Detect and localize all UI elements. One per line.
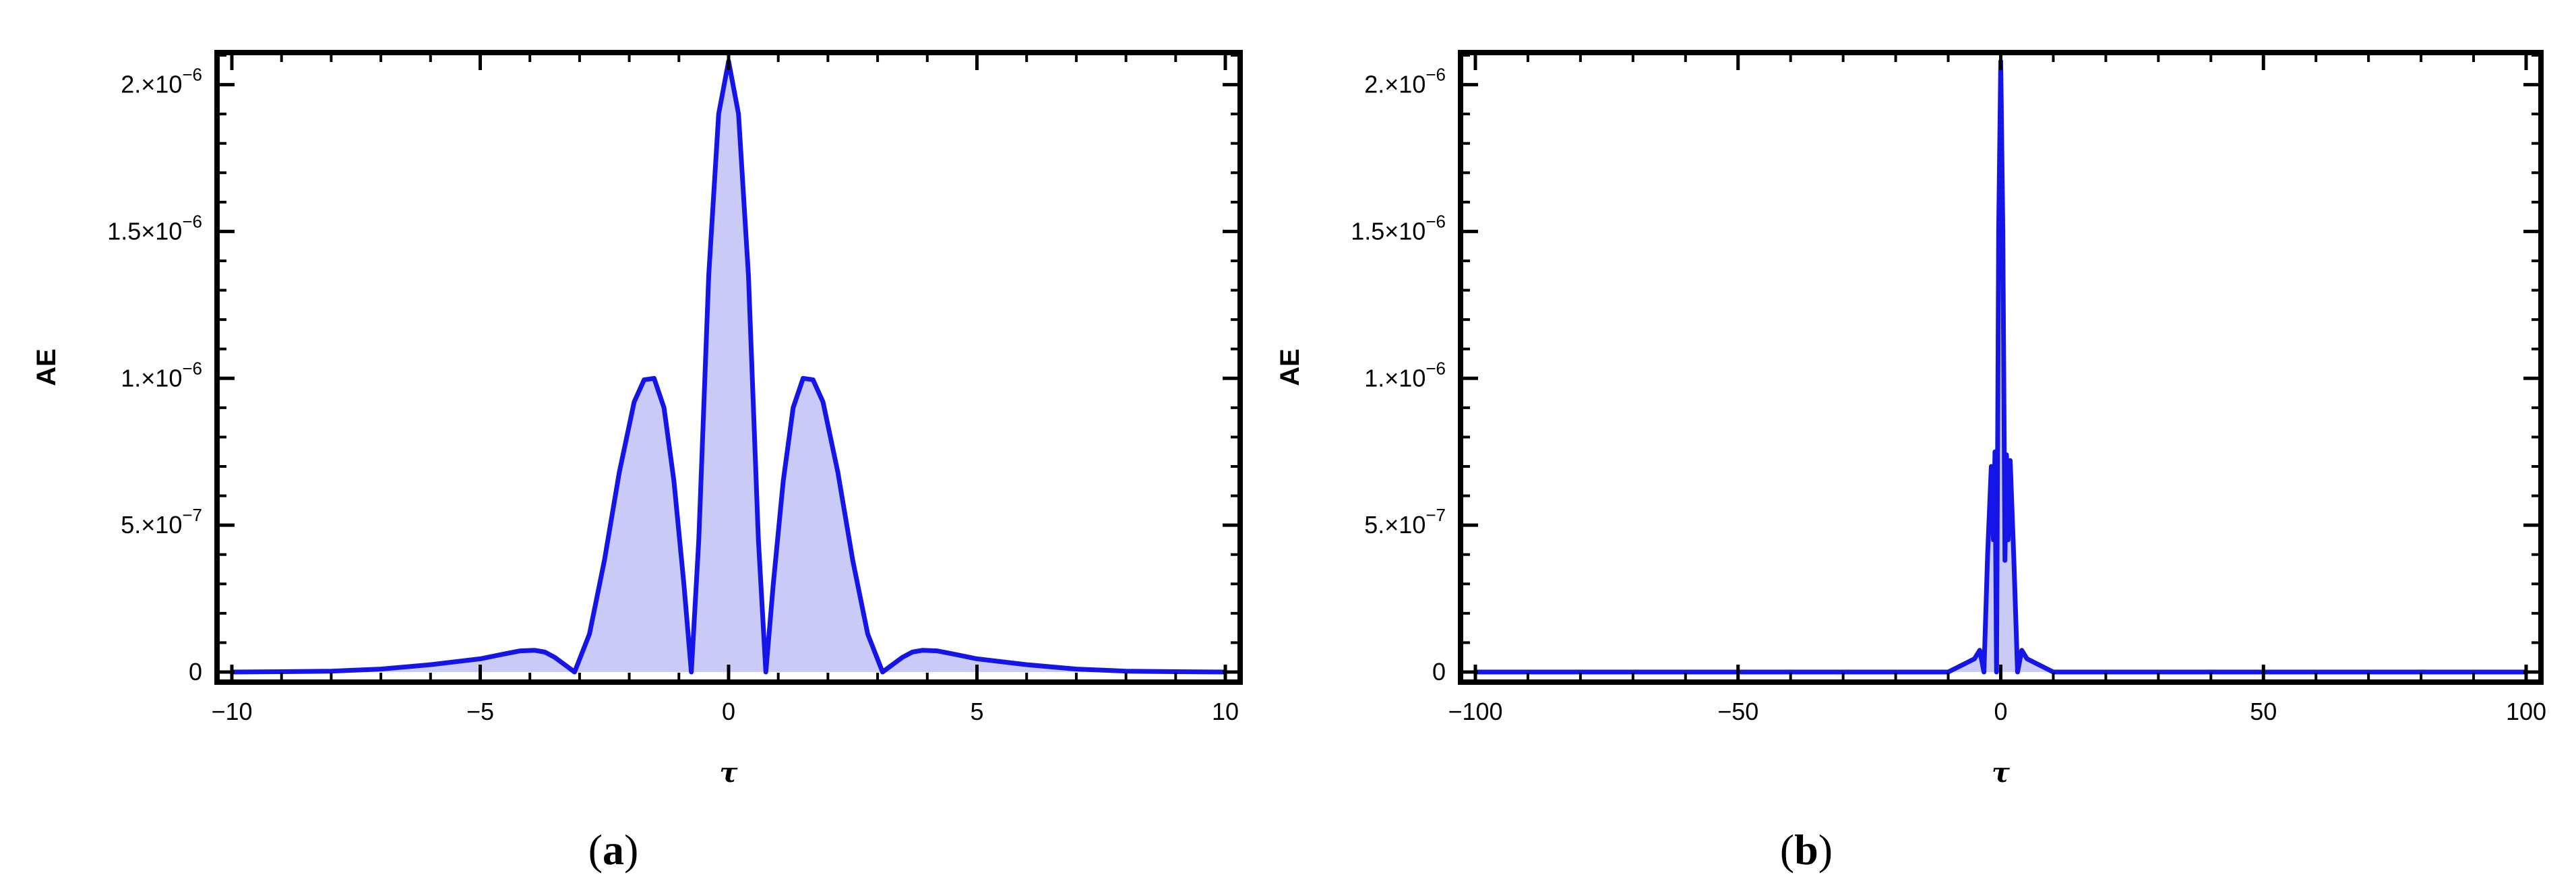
y-tick-label: 0 (189, 658, 202, 686)
caption-paren-close: ) (1818, 826, 1833, 874)
y-tick-mantissa: 0 (1432, 658, 1446, 686)
series-fill (1475, 61, 2526, 672)
y-tick-label: 5.×10−7 (121, 505, 202, 539)
x-tick-label: 100 (2506, 698, 2546, 725)
x-tick-label: 0 (722, 698, 735, 725)
y-tick-exponent: −6 (182, 65, 202, 85)
x-axis-title: τ (720, 757, 738, 789)
y-axis-title: AE (1275, 348, 1305, 386)
x-axis-title: τ (1992, 757, 2010, 789)
y-tick-mantissa: 1.×10 (121, 364, 182, 392)
y-tick-mantissa: 0 (189, 658, 202, 686)
y-tick-mantissa: 2.×10 (1364, 71, 1425, 98)
y-tick-exponent: −7 (1425, 505, 1446, 525)
caption-paren-open: ( (1780, 826, 1794, 874)
y-tick-mantissa: 1.5×10 (107, 217, 182, 245)
y-tick-label: 2.×10−6 (1364, 65, 1446, 98)
panel-b: −100 −50 0 50 10005.×10−71.×10−61.5×10−62.×1… (1275, 50, 2546, 874)
caption-letter: b (1794, 826, 1818, 874)
panel-a: −10 −5 0 5 1005.×10−71.×10−61.5×10−62.×10−6τ… (32, 50, 1243, 874)
y-tick-exponent: −6 (182, 211, 202, 231)
y-tick-mantissa: 1.5×10 (1351, 217, 1425, 245)
x-tick-label: 10 (1212, 698, 1239, 725)
y-tick-label: 1.5×10−6 (1351, 211, 1446, 245)
caption-letter: a (603, 826, 624, 874)
y-tick-label: 2.×10−6 (121, 65, 202, 98)
y-tick-mantissa: 2.×10 (121, 71, 182, 98)
y-tick-label: 0 (1432, 658, 1446, 686)
x-tick-label: −100 (1448, 698, 1502, 725)
x-tick-label: −50 (1717, 698, 1758, 725)
caption-paren-close: ) (624, 826, 638, 874)
x-tick-label: −10 (211, 698, 252, 725)
y-tick-mantissa: 1.×10 (1364, 364, 1425, 392)
series-fill (232, 61, 1225, 672)
x-tick-label: 5 (970, 698, 983, 725)
y-tick-label: 5.×10−7 (1364, 505, 1446, 539)
y-tick-exponent: −7 (182, 505, 202, 525)
y-tick-exponent: −6 (1425, 358, 1446, 378)
caption-paren-open: ( (588, 826, 603, 874)
panel-caption: (b) (1780, 826, 1833, 874)
y-tick-label: 1.×10−6 (121, 358, 202, 392)
y-tick-mantissa: 5.×10 (121, 511, 182, 539)
y-tick-exponent: −6 (1425, 65, 1446, 85)
y-tick-exponent: −6 (1425, 211, 1446, 231)
panel-caption: (a) (588, 826, 639, 874)
y-tick-exponent: −6 (182, 358, 202, 378)
x-tick-label: −5 (466, 698, 494, 725)
y-axis-title: AE (32, 348, 61, 386)
x-tick-label: 50 (2250, 698, 2277, 725)
x-tick-label: 0 (1994, 698, 2007, 725)
y-tick-mantissa: 5.×10 (1364, 511, 1425, 539)
y-tick-label: 1.×10−6 (1364, 358, 1446, 392)
y-tick-label: 1.5×10−6 (107, 211, 202, 245)
